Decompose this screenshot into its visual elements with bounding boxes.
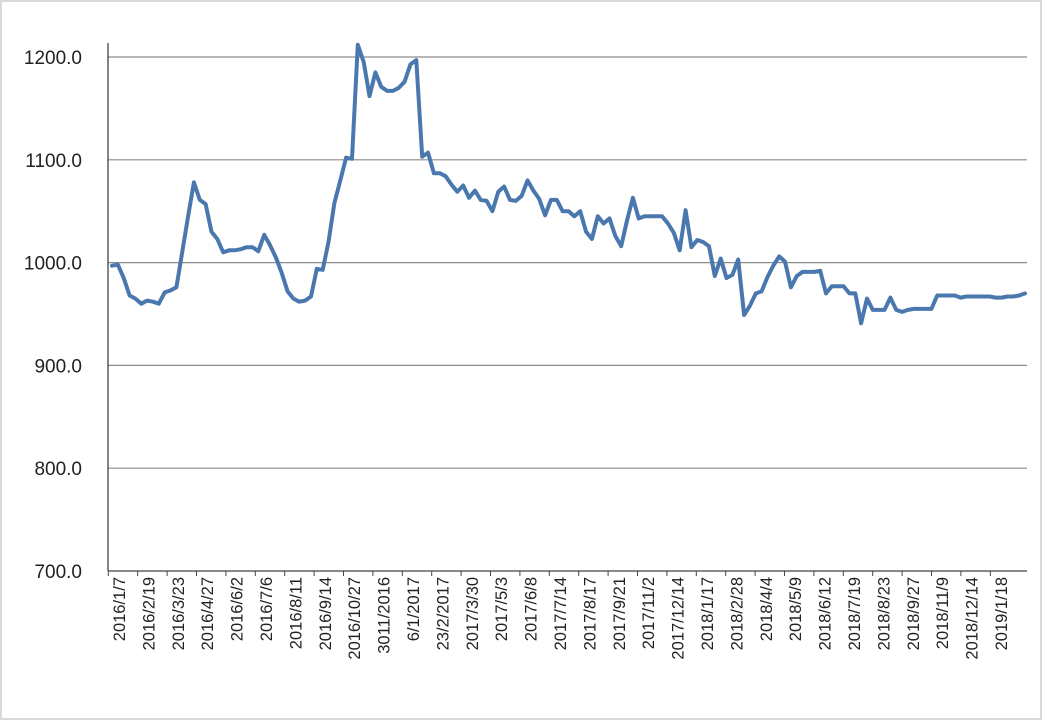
x-tick-label: 2016/10/27	[346, 577, 364, 660]
x-tick-label: 2016/4/27	[199, 577, 217, 650]
x-tick-label: 3011/2016	[376, 577, 394, 654]
y-tick-label: 1200.0	[24, 48, 82, 69]
x-tick-label: 2017/8/17	[581, 577, 599, 650]
gridlines	[108, 56, 1027, 469]
x-tick-label: 6/1/2017	[405, 577, 423, 641]
x-tick-label: 2018/4/4	[758, 577, 776, 641]
x-tick-label: 2017/11/2	[640, 577, 658, 649]
x-tick-label: 2018/2/28	[728, 577, 746, 650]
y-axis-tick-labels: 700.0 800.0 900.0 1000.0 1100.0 1200.0	[24, 48, 82, 583]
x-tick-label: 2016/2/19	[140, 577, 158, 650]
x-tick-label: 2018/11/9	[934, 577, 952, 649]
x-tick-label: 2018/6/12	[817, 577, 835, 650]
x-tick-label: 2017/9/21	[611, 577, 629, 650]
y-tick-label: 800.0	[34, 459, 82, 480]
x-tick-label: 2018/8/23	[875, 577, 893, 650]
x-tick-label: 2018/5/9	[787, 577, 805, 641]
x-tick-label: 2018/12/14	[964, 577, 982, 660]
x-tick-label: 23/2/2017	[434, 577, 452, 650]
x-tick-label: 2017/5/3	[493, 577, 511, 641]
x-tick-label: 2016/7/6	[258, 577, 276, 641]
y-tick-label: 1100.0	[25, 151, 82, 172]
x-tick-label: 2018/1/17	[699, 577, 717, 650]
x-tick-label: 2016/3/23	[170, 577, 188, 650]
x-tick-label: 2017/3/30	[464, 577, 482, 650]
x-tick-label: 2017/7/14	[552, 577, 570, 650]
x-tick-label: 2016/9/14	[317, 577, 335, 650]
y-tick-label: 700.0	[34, 562, 82, 583]
x-tick-label: 2016/6/2	[229, 577, 247, 641]
y-tick-label: 1000.0	[24, 254, 82, 275]
x-tick-label: 2017/6/8	[523, 577, 541, 641]
y-tick-label: 900.0	[34, 356, 82, 377]
x-axis-tick-labels: 2016/1/7 2016/2/19 2016/3/23 2016/4/27 2016/…	[111, 577, 1011, 660]
x-tick-label: 2016/8/11	[287, 577, 305, 649]
x-tick-label: 2019/1/18	[993, 577, 1011, 650]
series-layer	[110, 42, 1027, 326]
x-tick-label: 2018/9/27	[905, 577, 923, 650]
x-tick-label: 2018/7/19	[846, 577, 864, 650]
series-line-0	[110, 42, 1027, 326]
x-tick-label: 2016/1/7	[111, 577, 129, 641]
x-tick-label: 2017/12/14	[670, 577, 688, 660]
axes	[107, 43, 1027, 576]
